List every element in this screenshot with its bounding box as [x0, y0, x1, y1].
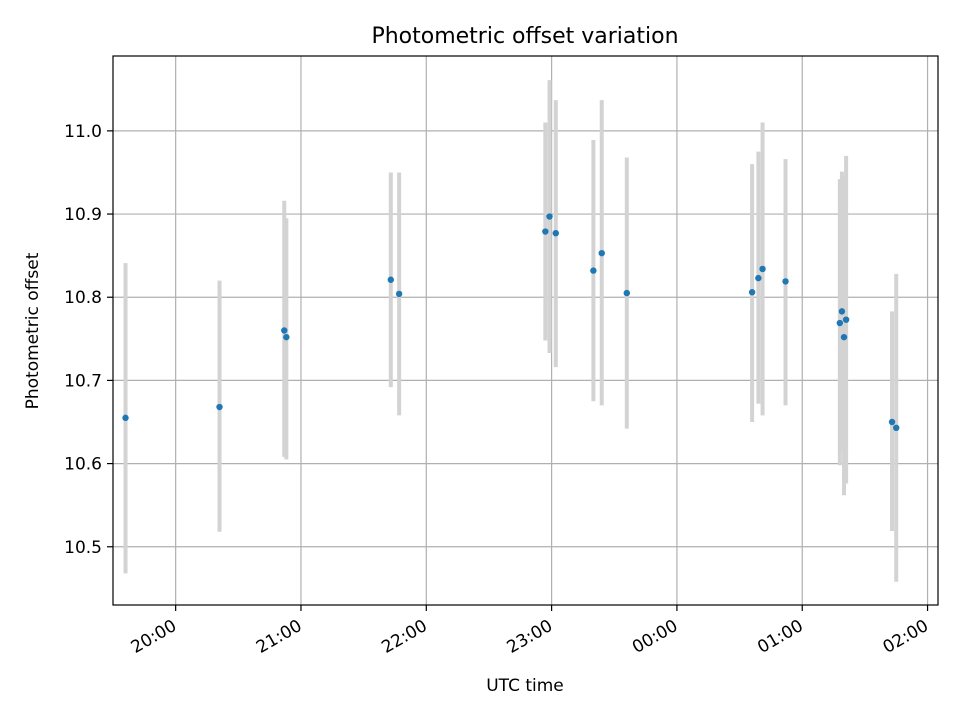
data-point: [387, 276, 394, 283]
y-tick-label: 10.8: [64, 288, 102, 308]
data-point: [759, 265, 766, 273]
plot-frame: [112, 55, 939, 606]
data-point: [623, 289, 630, 297]
y-tick-label: 10.9: [64, 205, 102, 225]
x-axis-label: UTC time: [486, 676, 564, 696]
data-point: [122, 414, 129, 422]
data-point: [590, 267, 597, 274]
y-tick-label: 10.5: [64, 538, 102, 558]
data-point: [888, 418, 896, 426]
data-point: [283, 333, 290, 341]
data-point: [748, 289, 756, 296]
y-tick-label: 10.6: [64, 455, 102, 475]
data-point: [546, 213, 553, 220]
data-point: [216, 403, 223, 411]
data-point: [893, 424, 900, 432]
chart-title: Photometric offset variation: [371, 24, 678, 49]
y-axis-label: Photometric offset: [23, 252, 43, 409]
y-ticks: 10.5 10.6 10.7 10.8 10.9 11.0: [64, 122, 113, 558]
data-point: [542, 228, 549, 235]
data-point: [836, 319, 844, 327]
data-point: [281, 327, 288, 334]
data-point: [755, 274, 762, 282]
data-point: [838, 308, 846, 315]
y-tick-label: 10.7: [64, 371, 102, 391]
data-point: [782, 278, 789, 285]
data-point: [842, 316, 850, 323]
data-point: [552, 229, 559, 237]
data-points: [122, 213, 900, 432]
data-point: [395, 290, 403, 298]
data-point: [598, 249, 605, 257]
y-tick-label: 11.0: [64, 122, 102, 142]
grid: [113, 56, 938, 605]
data-point: [840, 333, 848, 341]
